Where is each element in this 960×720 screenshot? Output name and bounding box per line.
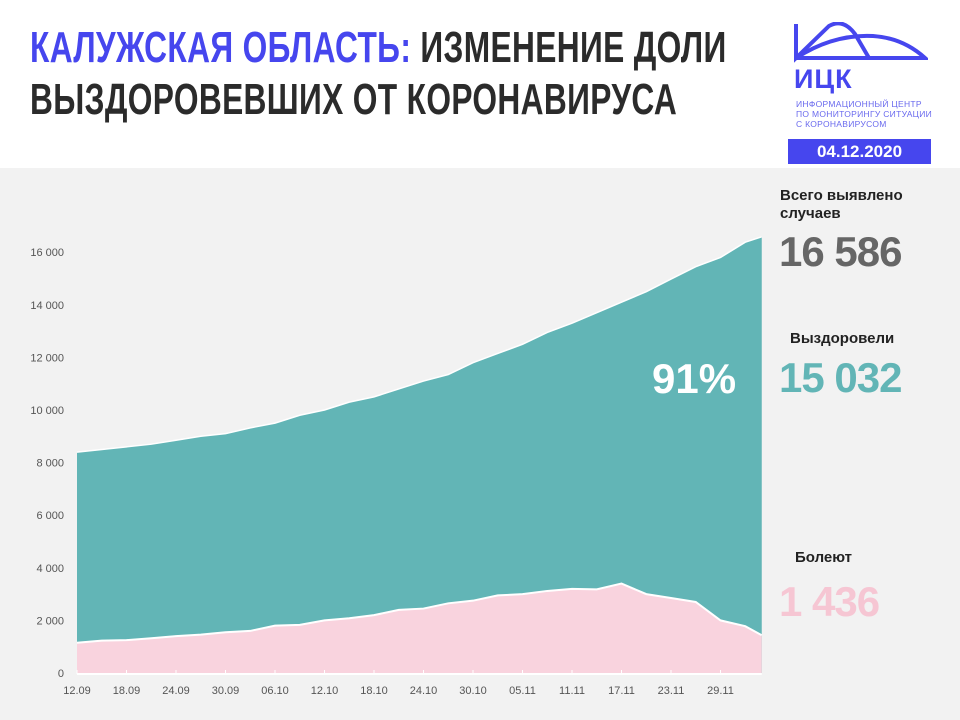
x-tick-label: 17.11: [608, 685, 635, 697]
page-title-line2: ВЫЗДОРОВЕВШИХ ОТ КОРОНАВИРУСА: [30, 75, 678, 124]
area-chart: 12.09 18.09 24.09 30.09 06.10 12.10 18.10 24.10…: [30, 236, 763, 697]
total-line: [76, 236, 762, 453]
recovered-area: [77, 236, 762, 673]
x-tick-label: 30.09: [212, 685, 240, 697]
y-tick-label: 10 000: [30, 405, 64, 417]
date-badge: 04.12.2020: [788, 139, 931, 164]
y-tick-label: 2 000: [36, 615, 64, 627]
x-tick-label: 11.11: [559, 685, 585, 697]
y-tick-label: 12 000: [30, 352, 64, 364]
sick-label: Болеют: [795, 549, 853, 566]
x-tick-label: 24.09: [162, 685, 190, 697]
total-value: 16 586: [779, 228, 902, 275]
x-tick-label: 05.11: [509, 685, 536, 697]
sick-value: 1 436: [779, 578, 880, 625]
logo-name: ИЦК: [794, 64, 853, 94]
y-tick-label: 14 000: [30, 300, 64, 312]
logo-icon: [794, 22, 928, 63]
logo-subtitle: ИНФОРМАЦИОННЫЙ ЦЕНТР ПО МОНИТОРИНГУ СИТУ…: [796, 99, 932, 129]
x-tick-label: 12.10: [311, 685, 339, 697]
recovered-value: 15 032: [779, 354, 902, 401]
recovered-share-label: 91%: [652, 355, 737, 402]
recovered-label: Выздоровели: [790, 330, 895, 347]
region-name: КАЛУЖСКАЯ ОБЛАСТЬ:: [30, 23, 412, 72]
sick-area: [77, 583, 762, 673]
logo-subtitle-line: ИНФОРМАЦИОННЫЙ ЦЕНТР: [796, 99, 922, 109]
y-tick-label: 4 000: [36, 563, 64, 575]
x-tick-label: 06.10: [261, 685, 289, 697]
x-tick-label: 29.11: [707, 685, 734, 697]
y-tick-label: 16 000: [30, 247, 64, 259]
x-tick-label: 18.10: [360, 685, 388, 697]
title-text: ИЗМЕНЕНИЕ ДОЛИ: [420, 23, 727, 72]
y-tick-label: 0: [58, 668, 64, 680]
total-label: Всего выявлено случаев: [780, 187, 903, 222]
logo-subtitle-line: ПО МОНИТОРИНГУ СИТУАЦИИ: [796, 109, 933, 119]
page-title-line1: КАЛУЖСКАЯ ОБЛАСТЬ: ИЗМЕНЕНИЕ ДОЛИ: [30, 24, 727, 72]
y-tick-label: 8 000: [36, 458, 64, 470]
logo-subtitle-line: С КОРОНАВИРУСОМ: [796, 119, 887, 129]
x-tick-label: 24.10: [410, 685, 438, 697]
sick-line: [76, 582, 763, 644]
x-tick-label: 12.09: [63, 685, 91, 697]
y-tick-label: 6 000: [36, 510, 64, 522]
x-tick-label: 23.11: [658, 685, 685, 697]
x-tick-label: 30.10: [459, 685, 487, 697]
x-tick-label: 18.09: [113, 685, 141, 697]
header: КАЛУЖСКАЯ ОБЛАСТЬ: ИЗМЕНЕНИЕ ДОЛИ ВЫЗДОР…: [0, 0, 960, 168]
